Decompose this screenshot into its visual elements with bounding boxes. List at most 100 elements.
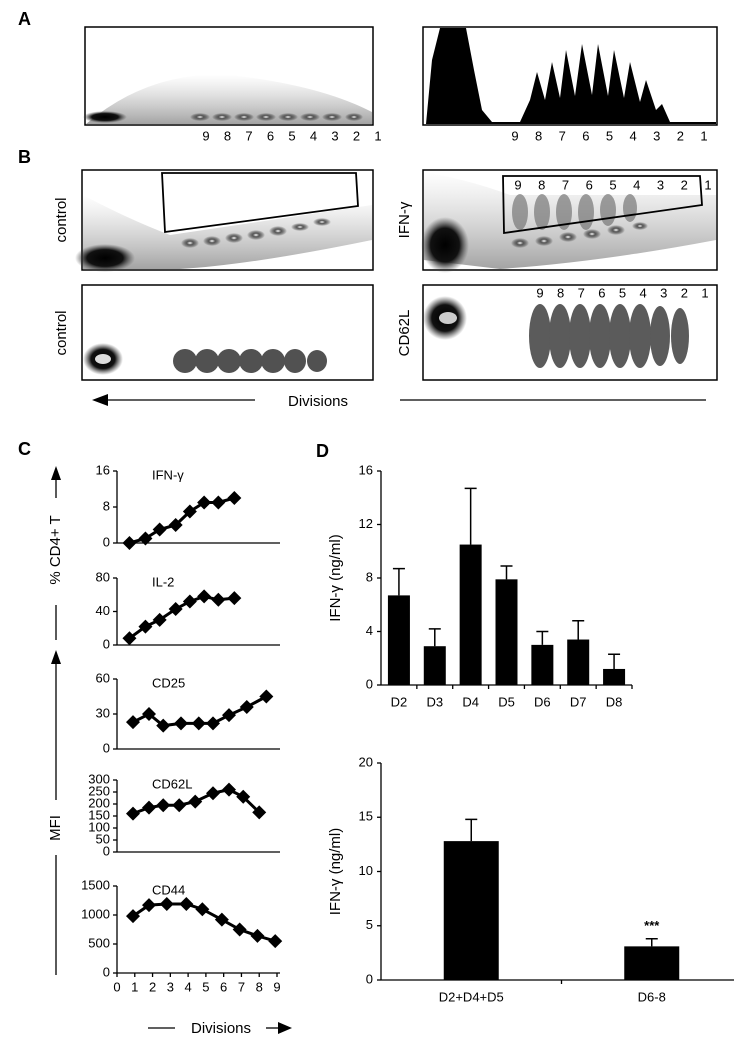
division-number: 7: [562, 177, 569, 192]
y-tick-label: 0: [103, 636, 110, 651]
marker: [188, 794, 203, 809]
division-number: 3: [657, 177, 664, 192]
bar: [603, 668, 626, 685]
panel-title: CD25: [152, 675, 185, 690]
panel-title: CD44: [152, 882, 185, 897]
error-bar: [608, 653, 621, 669]
division-number: 9: [202, 128, 209, 143]
marker: [232, 922, 247, 937]
error-bar: [500, 565, 513, 580]
y-tick-label: 300: [88, 771, 110, 786]
x-tick-label: 1: [131, 979, 138, 994]
division-number: 6: [582, 128, 589, 143]
y-label-text: IFN-γ (ng/ml): [327, 828, 344, 916]
x-tick-label: 7: [238, 979, 245, 994]
division-number: 9: [514, 177, 521, 192]
marker: [222, 708, 236, 723]
marker: [227, 491, 242, 505]
panel-title: IL-2: [152, 574, 174, 589]
axis-label: Divisions: [288, 393, 348, 410]
y-tick-label: 80: [96, 569, 110, 584]
marker: [182, 594, 197, 609]
y-tick-label: 10: [359, 863, 373, 878]
error-bar: [464, 487, 477, 545]
marker: [211, 495, 226, 510]
x-tick-label: D7: [570, 694, 587, 709]
y-tick-label: 16: [359, 462, 373, 477]
marker: [126, 909, 140, 924]
annotation: ***: [644, 918, 660, 933]
division-number: 4: [633, 177, 640, 192]
row-label: control: [53, 197, 70, 242]
marker: [138, 531, 153, 546]
bar: [423, 646, 446, 685]
division-number: 1: [700, 128, 707, 143]
marker: [195, 902, 210, 917]
x-tick-label: D2: [391, 694, 408, 709]
marker: [252, 805, 267, 820]
division-number: 8: [224, 128, 231, 143]
division-number: 4: [310, 128, 317, 143]
marker: [152, 522, 167, 537]
flow-plot: [81, 284, 374, 381]
x-tick-label: D6-8: [638, 989, 666, 1004]
y-tick-label: 0: [103, 964, 110, 979]
row-label: CD62L: [396, 310, 413, 357]
y-tick-label: 15: [359, 809, 373, 824]
x-tick-label: 4: [184, 979, 191, 994]
marker: [142, 707, 156, 721]
division-number: 5: [288, 128, 295, 143]
y-tick-label: 30: [96, 705, 110, 720]
division-number: 1: [704, 177, 711, 192]
marker: [179, 896, 194, 911]
c-side: [51, 466, 292, 1034]
division-number: 3: [660, 285, 667, 300]
marker: [197, 589, 212, 604]
marker: [156, 718, 171, 733]
axis-label: Divisions: [191, 1020, 251, 1037]
panel-title: IFN-γ: [152, 467, 184, 482]
division-number: 1: [374, 128, 381, 143]
panel-title: CD62L: [152, 776, 192, 791]
division-number: 3: [331, 128, 338, 143]
y-tick-label: 12: [359, 516, 373, 531]
marker: [182, 504, 197, 519]
y-label: IFN-γ (ng/ml): [327, 828, 344, 916]
division-number: 2: [681, 177, 688, 192]
y-tick-label: 40: [96, 603, 110, 618]
y-tick-label: 60: [96, 670, 110, 685]
panel-label: A: [18, 9, 31, 29]
division-number: 1: [701, 285, 708, 300]
panel-label: C: [18, 439, 31, 459]
marker: [152, 612, 167, 627]
error-bar: [572, 620, 585, 640]
division-number: 5: [609, 177, 616, 192]
x-tick-label: 3: [167, 979, 174, 994]
y-tick-label: 0: [103, 740, 110, 755]
flow-histogram: [422, 26, 718, 126]
division-number: 5: [619, 285, 626, 300]
marker: [172, 798, 187, 813]
y-tick-label: 1000: [81, 906, 110, 921]
bar: [495, 579, 518, 685]
y-tick-label: 50: [96, 831, 110, 846]
flow-plot: [75, 169, 374, 272]
x-tick-label: D5: [498, 694, 515, 709]
division-number: 7: [245, 128, 252, 143]
marker: [222, 782, 236, 797]
x-tick-label: 8: [256, 979, 263, 994]
y-tick-label: 5: [366, 917, 373, 932]
panel-label: D: [316, 441, 329, 461]
marker: [156, 798, 171, 813]
flow-plot: [422, 284, 718, 381]
marker: [138, 619, 153, 634]
y-tick-label: 20: [359, 754, 373, 769]
row-label: IFN-γ: [396, 201, 413, 238]
y-tick-label: 8: [366, 569, 373, 584]
row-label: control: [53, 310, 70, 355]
division-number: 2: [681, 285, 688, 300]
bar: [387, 595, 410, 685]
division-number: 7: [578, 285, 585, 300]
error-bar: [428, 628, 441, 647]
